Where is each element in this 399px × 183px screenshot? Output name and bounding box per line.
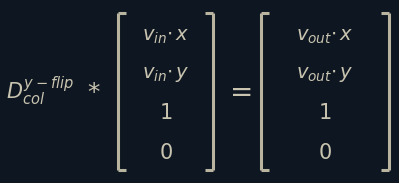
Text: $0$: $0$ (318, 143, 332, 163)
Text: $v_{out}{\cdot}\, y$: $v_{out}{\cdot}\, y$ (296, 65, 354, 84)
Text: $v_{in}{\cdot}\, y$: $v_{in}{\cdot}\, y$ (142, 65, 190, 84)
Text: $1$: $1$ (318, 103, 332, 124)
Text: $v_{in}{\cdot}\, x$: $v_{in}{\cdot}\, x$ (142, 27, 190, 46)
Text: $v_{out}{\cdot}\, x$: $v_{out}{\cdot}\, x$ (296, 27, 354, 46)
Text: $1$: $1$ (159, 103, 172, 124)
Text: $D^{y-flip}_{col}$: $D^{y-flip}_{col}$ (6, 75, 74, 108)
Text: $0$: $0$ (159, 143, 172, 163)
Text: $=$: $=$ (223, 77, 251, 106)
Text: $*$: $*$ (87, 80, 101, 103)
